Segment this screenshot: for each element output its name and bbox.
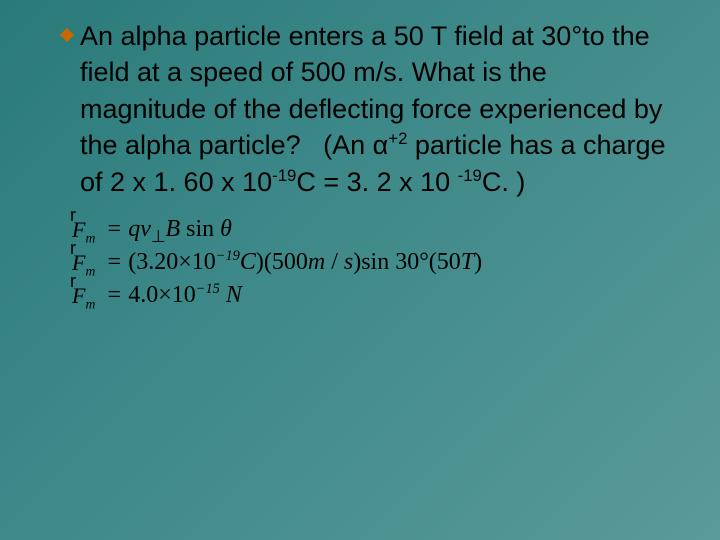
equation-rhs: = (3.20×10−19C)(500m / s)sin 30°(50T) bbox=[100, 249, 482, 276]
problem-text: An alpha particle enters a 50 T field at… bbox=[80, 18, 680, 200]
equation-line: rFm = 4.0×10−15 N bbox=[72, 282, 680, 309]
equation-lhs: rFm bbox=[72, 217, 100, 243]
slide-container: An alpha particle enters a 50 T field at… bbox=[0, 0, 720, 540]
equation-rhs: = qv⊥B sin θ bbox=[100, 216, 232, 243]
equation-rhs: = 4.0×10−15 N bbox=[100, 282, 242, 309]
equation-lhs: rFm bbox=[72, 250, 100, 276]
equation-line: rFm = qv⊥B sin θ bbox=[72, 216, 680, 243]
equation-lhs: rFm bbox=[72, 283, 100, 309]
diamond-bullet-icon bbox=[60, 28, 74, 42]
bullet-item: An alpha particle enters a 50 T field at… bbox=[60, 18, 680, 200]
equations-block: rFm = qv⊥B sin θrFm = (3.20×10−19C)(500m… bbox=[72, 216, 680, 309]
equation-line: rFm = (3.20×10−19C)(500m / s)sin 30°(50T… bbox=[72, 249, 680, 276]
